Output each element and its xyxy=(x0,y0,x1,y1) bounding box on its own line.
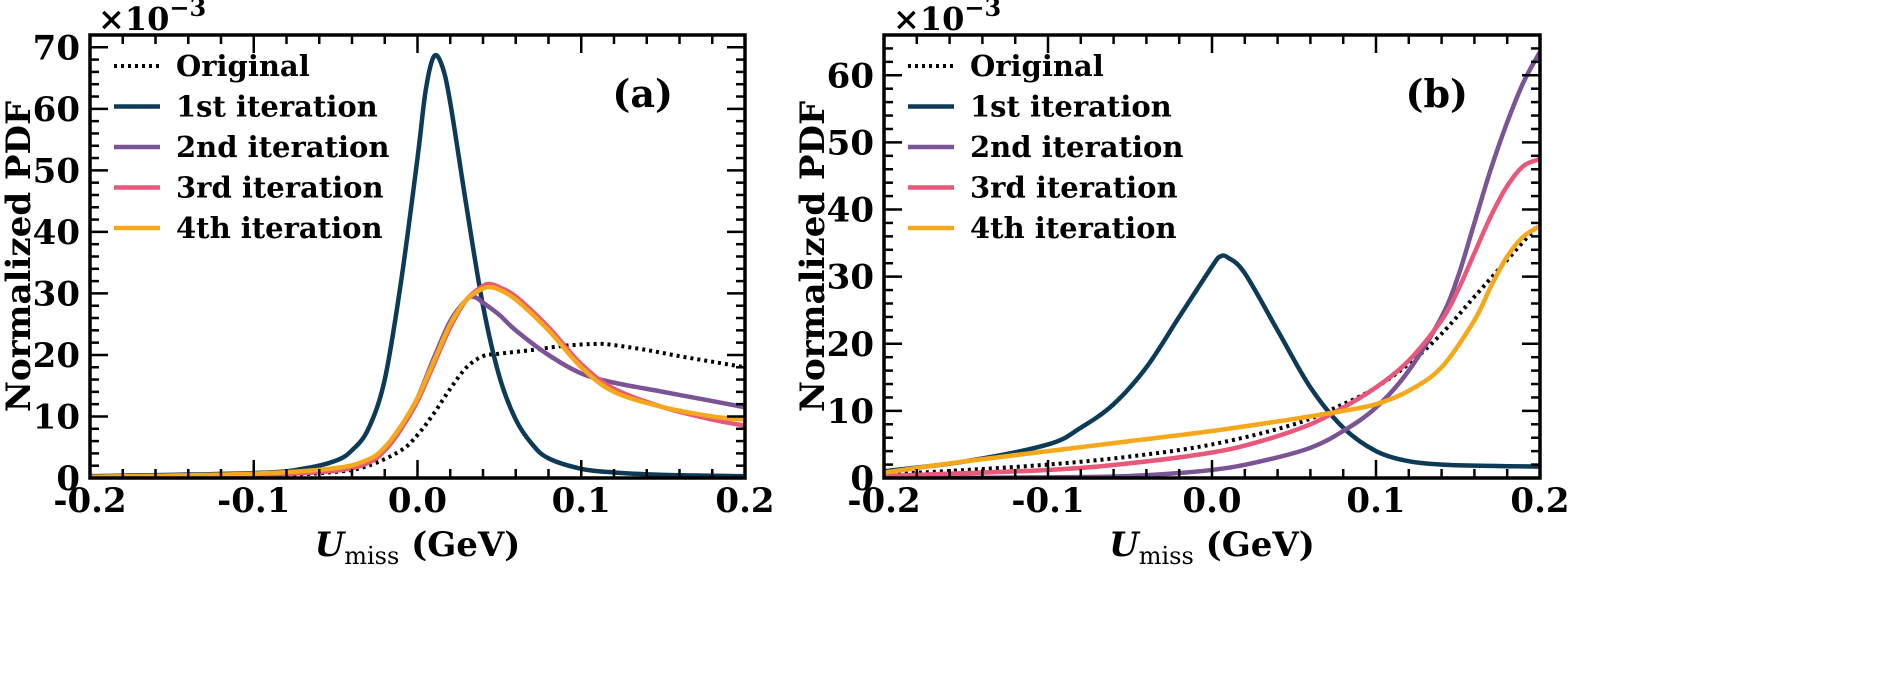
y-tick-label: 20 xyxy=(33,336,80,376)
y-tick-label: 40 xyxy=(827,191,874,231)
y-tick-label: 0 xyxy=(850,459,874,499)
y-tick-label: 40 xyxy=(33,213,80,253)
panel-label: (a) xyxy=(612,71,673,116)
series-line-original xyxy=(90,341,745,478)
legend-label-iter2: 2nd iteration xyxy=(176,130,389,164)
y-tick-label: 20 xyxy=(827,325,874,365)
series-line-iter2 xyxy=(90,294,745,478)
panel-b: -0.2 -0.1 0.0 0.1 0.2 0 10 20 30 40 50 60 ×10−3 Umiss… xyxy=(793,0,1570,570)
series-line-iter4 xyxy=(90,284,745,478)
x-tick-label: -0.2 xyxy=(53,481,126,521)
series-line-iter1 xyxy=(90,52,745,478)
series-lines xyxy=(90,52,745,478)
y-tick-label: 30 xyxy=(33,274,80,314)
y-multiplier-label: ×10−3 xyxy=(98,0,206,38)
panel-label: (b) xyxy=(1405,71,1468,116)
x-tick-label: -0.2 xyxy=(847,481,920,521)
x-tick-label: -0.1 xyxy=(217,481,290,521)
legend: Original 1st iteration 2nd iteration 3rd it… xyxy=(114,49,389,245)
y-axis-label: Normalized PDF xyxy=(0,101,39,412)
series-line-iter4 xyxy=(884,224,1540,475)
legend-label-iter3: 3rd iteration xyxy=(970,171,1178,205)
legend-label-iter4: 4th iteration xyxy=(176,211,383,245)
legend-label-original: Original xyxy=(176,49,310,83)
series-lines xyxy=(884,50,1540,478)
y-tick-label: 60 xyxy=(33,90,80,130)
legend-label-iter3: 3rd iteration xyxy=(176,171,384,205)
y-multiplier-label: ×10−3 xyxy=(893,0,1001,38)
x-tick-label: 0.2 xyxy=(715,481,774,521)
x-tick-label: 0.1 xyxy=(552,481,611,521)
y-tick-label: 50 xyxy=(33,151,80,191)
legend-label-iter4: 4th iteration xyxy=(970,211,1177,245)
series-line-iter2 xyxy=(884,50,1540,478)
legend-label-original: Original xyxy=(970,49,1104,83)
legend-label-iter1: 1st iteration xyxy=(176,90,378,124)
y-tick-label: 50 xyxy=(827,123,874,163)
legend-label-iter1: 1st iteration xyxy=(970,90,1172,124)
panel-a: -0.2 -0.1 0.0 0.1 0.2 0 10 20 30 40 50 60 70 ×10−3 Umi… xyxy=(0,0,775,570)
legend-label-iter2: 2nd iteration xyxy=(970,130,1183,164)
y-tick-label: 70 xyxy=(33,28,80,68)
x-tick-label: -0.1 xyxy=(1011,481,1084,521)
y-tick-label: 10 xyxy=(33,397,80,437)
y-tick-label: 60 xyxy=(827,56,874,96)
y-tick-label: 0 xyxy=(56,459,80,499)
legend: Original 1st iteration 2nd iteration 3rd it… xyxy=(908,49,1183,245)
series-line-original xyxy=(884,221,1540,477)
y-tick-label: 30 xyxy=(827,258,874,298)
x-axis-label: Umiss (GeV) xyxy=(315,525,521,570)
x-tick-label: 0.0 xyxy=(388,481,447,521)
x-axis-label: Umiss (GeV) xyxy=(1109,525,1315,570)
y-tick-label: 10 xyxy=(827,392,874,432)
y-axis-label: Normalized PDF xyxy=(793,101,833,412)
x-tick-label: 0.2 xyxy=(1510,481,1569,521)
series-line-iter3 xyxy=(90,281,745,478)
series-line-iter1 xyxy=(884,253,1540,474)
x-tick-label: 0.0 xyxy=(1182,481,1241,521)
series-line-iter3 xyxy=(884,157,1540,478)
x-tick-label: 0.1 xyxy=(1346,481,1405,521)
